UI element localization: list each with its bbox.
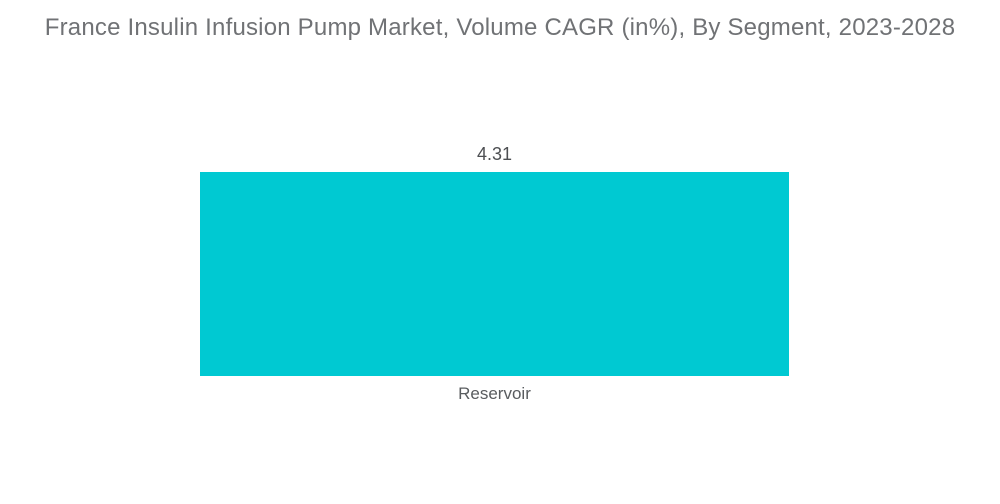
chart-title: France Insulin Infusion Pump Market, Vol… — [44, 14, 956, 41]
bar-group-reservoir: 4.31 — [200, 139, 789, 376]
bar-reservoir — [200, 171, 789, 376]
bar-value-label: 4.31 — [476, 143, 513, 164]
x-axis: Reservoir — [200, 384, 789, 404]
x-tick-label-reservoir: Reservoir — [458, 384, 531, 403]
plot-area: 4.31 — [200, 139, 789, 376]
